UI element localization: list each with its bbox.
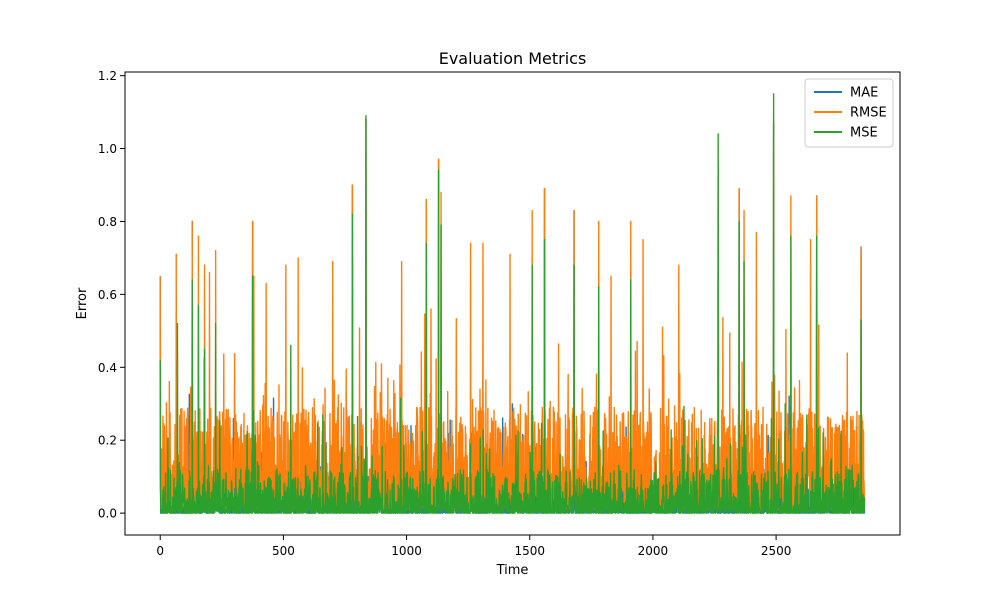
x-tick-label: 500 [272,544,295,558]
y-tick-label: 1.2 [98,69,117,83]
series-layer [159,93,866,514]
x-axis-label: Time [496,563,529,578]
y-tick-label: 0.6 [98,288,117,302]
y-axis: 0.0 0.2 0.4 0.6 0.8 1.0 1.2 [98,69,125,521]
legend: MAE RMSE MSE [804,78,894,148]
x-tick-label: 0 [156,544,164,558]
chart-title: Evaluation Metrics [439,49,587,68]
y-tick-label: 0.8 [98,215,117,229]
legend-label-rmse: RMSE [850,106,887,121]
x-tick-label: 1500 [514,544,545,558]
axes-frame [124,71,901,536]
plot-area [124,71,901,536]
y-tick-label: 0.2 [98,434,117,448]
x-tick-label: 2500 [761,544,792,558]
series-line-mse [159,93,866,514]
y-tick-label: 0.4 [98,361,117,375]
x-tick-label: 2000 [638,544,669,558]
legend-box [804,78,894,148]
y-axis-label: Error [75,287,90,319]
legend-label-mse: MSE [850,126,878,141]
x-axis: 0 500 1000 1500 2000 2500 [156,535,791,558]
x-tick-label: 1000 [391,544,422,558]
legend-label-mae: MAE [850,86,878,101]
y-tick-label: 0.0 [98,507,117,521]
y-tick-label: 1.0 [98,142,117,156]
